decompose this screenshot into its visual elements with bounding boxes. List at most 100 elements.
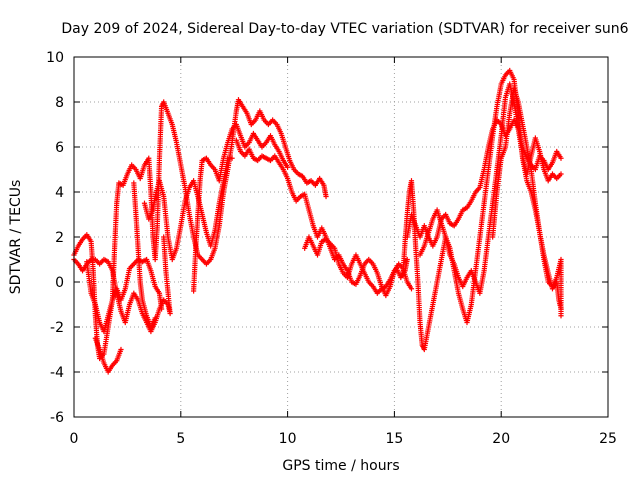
data-point: [349, 279, 358, 287]
data-point: [118, 288, 128, 303]
y-tick-label: 6: [55, 140, 64, 156]
data-point: [519, 144, 529, 159]
data-point: [248, 118, 257, 128]
data-point: [261, 117, 270, 126]
data-marks: [71, 67, 564, 375]
data-point: [340, 270, 349, 279]
data-point: [208, 162, 217, 171]
data-point: [485, 202, 495, 240]
data-point: [152, 283, 161, 295]
series-track-i: [302, 234, 415, 296]
data-point: [417, 319, 425, 346]
data-point: [447, 252, 456, 265]
data-point: [494, 83, 504, 110]
data-point: [558, 306, 564, 312]
data-point: [152, 308, 162, 326]
data-point: [212, 202, 222, 233]
series-track-m: [490, 85, 564, 312]
data-point: [434, 258, 444, 285]
data-point: [208, 247, 217, 263]
data-point: [408, 178, 417, 211]
series-track-d: [92, 335, 124, 375]
data-point: [229, 155, 235, 161]
data-point: [498, 97, 508, 139]
data-point: [490, 169, 500, 206]
data-point: [321, 182, 329, 198]
data-point: [434, 207, 444, 225]
data-point: [216, 180, 226, 206]
data-point: [186, 211, 196, 238]
data-point: [558, 171, 564, 177]
series-track-e: [131, 180, 158, 330]
data-point: [139, 310, 149, 324]
data-point: [413, 245, 421, 283]
data-point: [468, 268, 478, 283]
data-point: [545, 279, 554, 288]
data-point: [280, 166, 290, 180]
data-point: [323, 193, 329, 200]
x-axis-ticks: 0 5 10 15 20 25: [70, 57, 617, 447]
data-point: [438, 213, 447, 222]
data-point: [135, 256, 144, 264]
data-point: [225, 128, 235, 146]
series-track-a: [71, 97, 329, 362]
data-point: [336, 252, 345, 265]
data-point: [199, 156, 208, 164]
data-point: [438, 220, 448, 238]
data-point: [137, 279, 145, 301]
data-point: [238, 148, 247, 158]
data-point: [415, 279, 423, 323]
data-point: [417, 245, 427, 258]
data-point: [158, 306, 165, 312]
series-track-h: [233, 137, 410, 299]
data-point: [554, 172, 563, 182]
data-point: [282, 144, 292, 162]
data-point: [165, 110, 175, 126]
chart-title: Day 209 of 2024, Sidereal Day-to-day VTE…: [61, 21, 628, 37]
data-point: [250, 155, 259, 163]
data-point: [105, 259, 115, 272]
data-point: [265, 118, 274, 128]
data-point: [270, 117, 279, 126]
data-point: [97, 346, 106, 364]
data-point: [114, 348, 123, 364]
data-point: [515, 126, 525, 157]
data-point: [400, 241, 408, 278]
data-point: [481, 236, 491, 274]
data-point: [519, 121, 530, 148]
data-point: [366, 256, 375, 266]
data-point: [272, 153, 281, 164]
data-point: [257, 108, 266, 121]
data-point: [556, 297, 564, 310]
data-point: [285, 175, 294, 193]
data-point: [169, 247, 179, 263]
data-point: [323, 236, 332, 245]
data-point: [259, 141, 268, 150]
data-point: [84, 232, 93, 243]
data-point: [274, 121, 283, 135]
y-axis-ticks: -6 -4 -2 0 2 4 6 8 10: [46, 50, 608, 426]
data-point: [340, 261, 349, 272]
data-point: [554, 148, 563, 160]
data-point: [404, 279, 414, 290]
data-point: [451, 268, 461, 294]
data-point: [299, 173, 309, 184]
data-point: [430, 281, 440, 308]
data-point: [158, 100, 166, 110]
data-point: [421, 326, 431, 353]
data-point: [173, 139, 184, 166]
data-point: [220, 168, 231, 195]
data-point: [532, 200, 542, 234]
data-point: [250, 130, 260, 142]
data-point: [293, 195, 302, 204]
data-point: [295, 171, 304, 179]
data-point: [425, 303, 436, 330]
data-point: [182, 186, 192, 204]
data-point: [137, 164, 147, 182]
data-point: [225, 155, 233, 161]
data-point: [537, 229, 547, 256]
data-point: [404, 256, 410, 263]
data-point: [267, 133, 277, 146]
data-point: [216, 157, 226, 184]
